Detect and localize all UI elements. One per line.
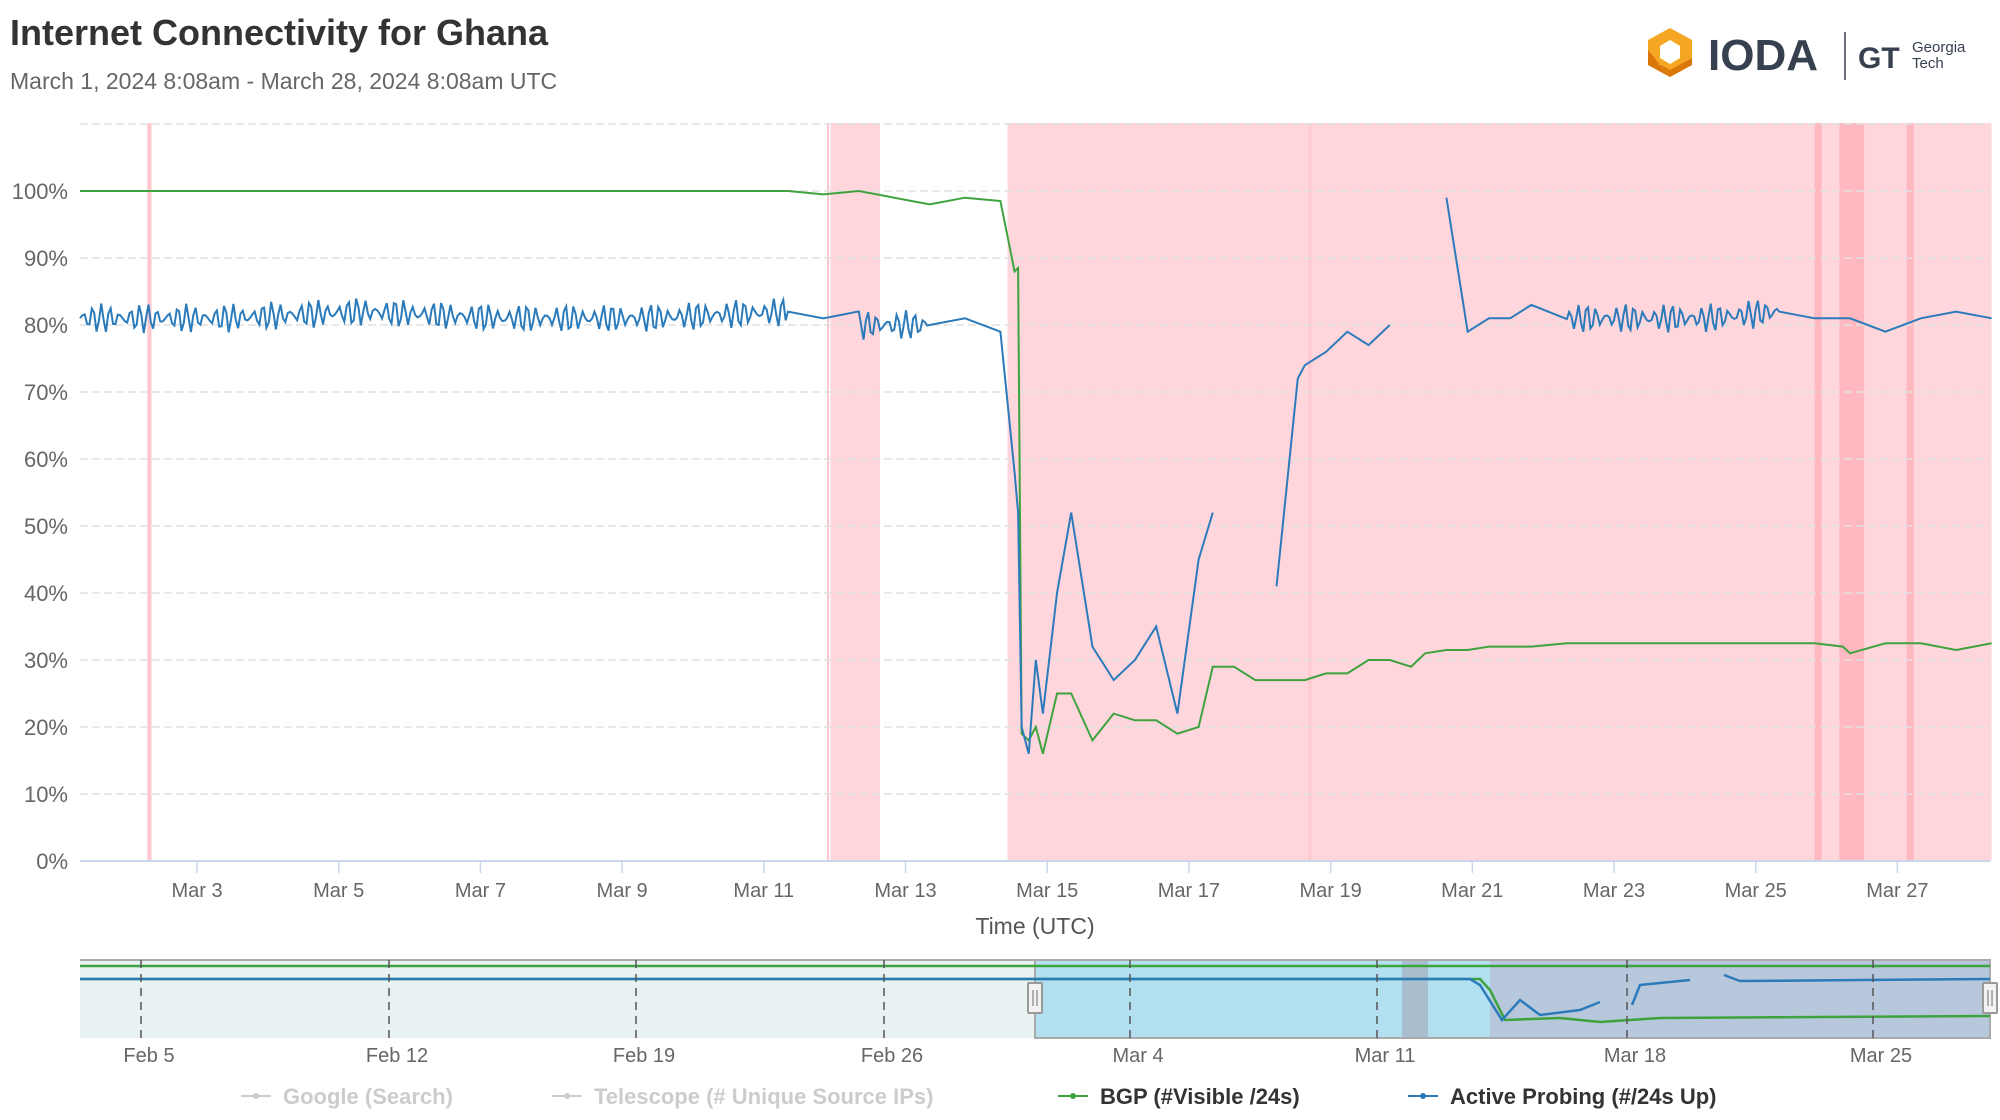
y-tick-label: 10% [24,782,68,807]
legend-label: Google (Search) [283,1084,453,1109]
legend-marker-icon [253,1093,259,1099]
y-tick-label: 100% [12,179,68,204]
legend-item-bgp[interactable]: BGP (#Visible /24s) [1058,1084,1300,1109]
x-tick-label: Mar 7 [455,880,506,902]
outage-band [830,123,881,861]
navigator[interactable]: Feb 5 Feb 12 Feb 19 Feb 26 Mar 4 Mar 11 Mar 18… [80,959,1998,1067]
x-tick-label: Mar 21 [1441,880,1503,902]
y-tick-label: 50% [24,514,68,539]
legend-marker-icon [564,1093,570,1099]
x-tick-label: Mar 11 [733,880,794,902]
x-axis: Mar 3 Mar 5 Mar 7 Mar 9 Mar 11 Mar 13 Mar 15 Ma… [80,860,1990,902]
x-axis-title: Time (UTC) [975,913,1094,939]
x-tick-label: Mar 5 [313,880,364,902]
navigator-handle[interactable] [1982,982,1998,1014]
x-tick-label: Mar 17 [1158,880,1220,902]
outage-band-strong [1839,123,1865,861]
series-lines [79,189,1992,755]
outage-band-strong [1814,123,1822,861]
navigator-tick-label: Feb 19 [613,1045,675,1067]
navigator-bgp-line [80,977,1991,1024]
x-tick-label: Mar 3 [171,880,222,902]
y-tick-label: 80% [24,313,68,338]
y-axis-labels: 0% 10% 20% 30% 40% 50% 60% 70% 80% 90% 100% [12,179,68,874]
georgia-text: Georgia [1912,39,1966,56]
chart-title: Internet Connectivity for Ghana [10,12,549,53]
x-tick-label: Mar 27 [1866,880,1928,902]
outage-band [1007,123,1992,861]
legend-label: BGP (#Visible /24s) [1100,1084,1300,1109]
x-tick-label: Mar 15 [1016,880,1078,902]
y-tick-label: 40% [24,581,68,606]
x-tick-label: Mar 9 [597,880,648,902]
ioda-wordmark: IODA [1708,31,1818,80]
x-tick-label: Mar 19 [1299,880,1361,902]
tech-text: Tech [1912,55,1944,72]
navigator-tick-label: Mar 4 [1112,1045,1163,1067]
legend-item-active-probing[interactable]: Active Probing (#/24s Up) [1408,1084,1717,1109]
logo-ioda-georgia-tech: IODA GT Georgia Tech [1648,28,1966,80]
outage-marker [826,123,830,861]
outage-bands [147,123,1992,861]
ioda-hexagon-icon [1648,28,1692,77]
navigator-handle[interactable] [1027,982,1043,1014]
x-tick-label: Mar 13 [874,880,936,902]
y-tick-label: 20% [24,715,68,740]
navigator-tick-label: Feb 26 [861,1045,923,1067]
legend-marker-icon [1070,1093,1076,1099]
y-tick-label: 30% [24,648,68,673]
navigator-probing-line [80,977,1601,1023]
outage-band-strong [1906,123,1914,861]
y-tick-label: 90% [24,246,68,271]
navigator-outage-band [1402,960,1428,1038]
y-tick-label: 0% [36,849,68,874]
legend: Google (Search) Telescope (# Unique Sourc… [241,1084,1717,1109]
navigator-tick-label: Mar 11 [1355,1045,1416,1067]
navigator-selection-outage[interactable] [1490,960,1990,1038]
navigator-tick-label: Mar 25 [1850,1045,1912,1067]
y-tick-label: 70% [24,380,68,405]
x-tick-label: Mar 25 [1725,880,1787,902]
navigator-probing-line [1723,973,1991,983]
legend-item-telescope[interactable]: Telescope (# Unique Source IPs) [552,1084,933,1109]
x-tick-label: Mar 23 [1583,880,1645,902]
navigator-probing-line [1630,978,1691,1006]
legend-label: Telescope (# Unique Source IPs) [594,1084,933,1109]
y-tick-label: 60% [24,447,68,472]
legend-label: Active Probing (#/24s Up) [1450,1084,1717,1109]
active-probing-line [79,295,1214,755]
gt-mark: GT [1858,42,1900,75]
legend-item-google-search[interactable]: Google (Search) [241,1084,453,1109]
bgp-line [80,189,1992,755]
navigator-tick-label: Mar 18 [1604,1045,1666,1067]
navigator-tick-label: Feb 5 [123,1045,174,1067]
outage-marker [147,123,152,861]
legend-marker-icon [1420,1093,1426,1099]
outage-marker [1308,123,1312,861]
navigator-background [80,960,1035,1038]
navigator-tick-label: Feb 12 [366,1045,428,1067]
chart-subtitle: March 1, 2024 8:08am - March 28, 2024 8:… [10,68,558,94]
active-probing-line [1275,324,1391,587]
active-probing-line [1445,197,1992,334]
